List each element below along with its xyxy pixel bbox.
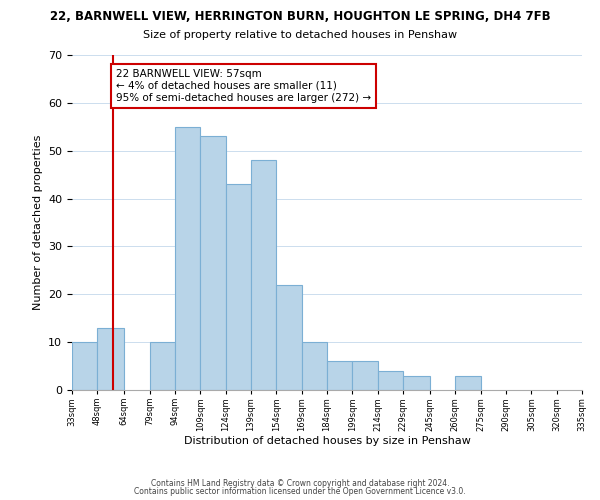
Bar bbox=[226, 184, 251, 390]
Bar bbox=[352, 362, 377, 390]
Text: Size of property relative to detached houses in Penshaw: Size of property relative to detached ho… bbox=[143, 30, 457, 40]
Bar bbox=[277, 284, 302, 390]
Bar bbox=[200, 136, 226, 390]
Bar bbox=[377, 371, 403, 390]
Text: Contains public sector information licensed under the Open Government Licence v3: Contains public sector information licen… bbox=[134, 487, 466, 496]
Text: Contains HM Land Registry data © Crown copyright and database right 2024.: Contains HM Land Registry data © Crown c… bbox=[151, 478, 449, 488]
Bar bbox=[175, 127, 200, 390]
Bar bbox=[455, 376, 481, 390]
Bar bbox=[403, 376, 430, 390]
Bar bbox=[251, 160, 277, 390]
Bar bbox=[97, 328, 124, 390]
Bar bbox=[149, 342, 175, 390]
Text: 22, BARNWELL VIEW, HERRINGTON BURN, HOUGHTON LE SPRING, DH4 7FB: 22, BARNWELL VIEW, HERRINGTON BURN, HOUG… bbox=[50, 10, 550, 23]
Bar bbox=[302, 342, 327, 390]
X-axis label: Distribution of detached houses by size in Penshaw: Distribution of detached houses by size … bbox=[184, 436, 470, 446]
Bar bbox=[72, 342, 97, 390]
Y-axis label: Number of detached properties: Number of detached properties bbox=[32, 135, 43, 310]
Bar bbox=[327, 362, 352, 390]
Text: 22 BARNWELL VIEW: 57sqm
← 4% of detached houses are smaller (11)
95% of semi-det: 22 BARNWELL VIEW: 57sqm ← 4% of detached… bbox=[116, 70, 371, 102]
